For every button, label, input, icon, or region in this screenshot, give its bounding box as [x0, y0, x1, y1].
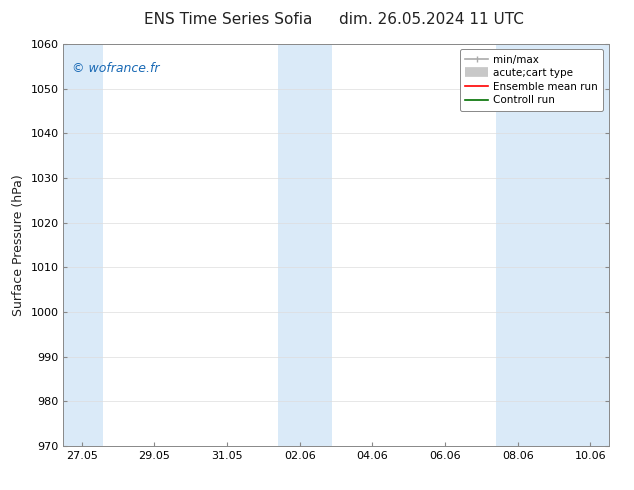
Bar — [496, 44, 609, 446]
Legend: min/max, acute;cart type, Ensemble mean run, Controll run: min/max, acute;cart type, Ensemble mean … — [460, 49, 604, 111]
Text: dim. 26.05.2024 11 UTC: dim. 26.05.2024 11 UTC — [339, 12, 524, 27]
Bar — [63, 44, 103, 446]
Bar — [278, 44, 332, 446]
Text: © wofrance.fr: © wofrance.fr — [72, 62, 159, 75]
Y-axis label: Surface Pressure (hPa): Surface Pressure (hPa) — [12, 174, 25, 316]
Text: ENS Time Series Sofia: ENS Time Series Sofia — [144, 12, 313, 27]
